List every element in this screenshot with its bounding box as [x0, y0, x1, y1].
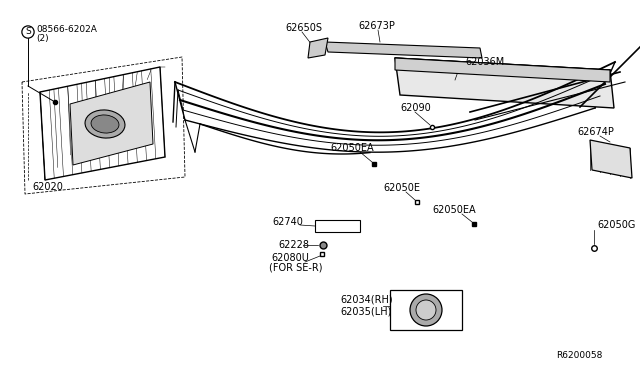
Polygon shape [308, 38, 328, 58]
Text: S: S [25, 28, 31, 36]
Text: 62050EA: 62050EA [432, 205, 476, 215]
Text: 62050EA: 62050EA [330, 143, 374, 153]
Circle shape [410, 294, 442, 326]
Text: 62080U: 62080U [271, 253, 309, 263]
Circle shape [416, 300, 436, 320]
Text: 62740: 62740 [272, 217, 303, 227]
Text: (2): (2) [36, 35, 49, 44]
Text: 62673P: 62673P [358, 21, 395, 31]
Text: 62090: 62090 [400, 103, 431, 113]
Text: 62050E: 62050E [383, 183, 420, 193]
Polygon shape [590, 140, 632, 178]
Text: 62034(RH): 62034(RH) [340, 295, 392, 305]
Text: 62650S: 62650S [285, 23, 322, 33]
Text: 62050G: 62050G [597, 220, 636, 230]
Text: 62228: 62228 [278, 240, 309, 250]
Polygon shape [70, 82, 153, 165]
Text: (FOR SE-R): (FOR SE-R) [269, 263, 323, 273]
Text: 62035(LH): 62035(LH) [340, 307, 392, 317]
Text: 62020: 62020 [32, 182, 63, 192]
Polygon shape [325, 42, 482, 58]
Ellipse shape [91, 115, 119, 133]
Text: 62674P: 62674P [577, 127, 614, 137]
Text: 08566-6202A: 08566-6202A [36, 26, 97, 35]
Polygon shape [395, 58, 614, 108]
Polygon shape [315, 220, 360, 232]
Polygon shape [390, 290, 462, 330]
Text: R6200058: R6200058 [556, 352, 602, 360]
Ellipse shape [85, 110, 125, 138]
Text: 62036M: 62036M [465, 57, 504, 67]
Polygon shape [395, 58, 610, 82]
